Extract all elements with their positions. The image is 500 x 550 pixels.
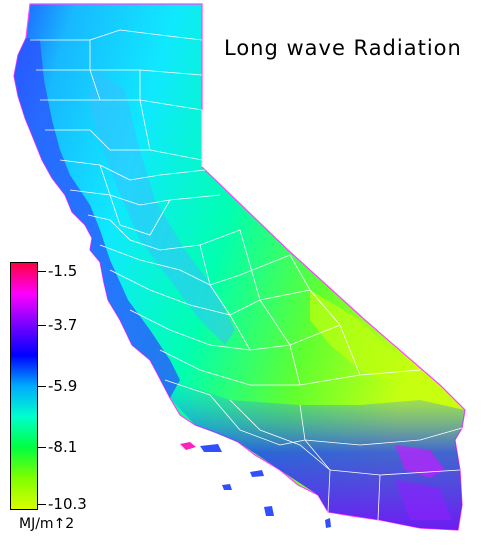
southern-region-shading: [158, 375, 465, 530]
legend-tick: [38, 271, 46, 272]
island-2: [200, 444, 222, 452]
map-title: Long wave Radiation: [224, 36, 462, 60]
island-1: [180, 442, 196, 450]
central-valley: [88, 70, 235, 345]
county-lines: [30, 29, 463, 521]
legend-tick: [38, 386, 46, 387]
legend-label: -8.1: [48, 438, 78, 456]
coastal-band: [14, 38, 180, 398]
legend-tick: [38, 447, 46, 448]
color-scale-bar: [10, 262, 38, 510]
legend-label: -5.9: [48, 377, 78, 395]
island-4: [222, 484, 232, 490]
island-5: [264, 506, 274, 516]
island-6: [325, 518, 331, 528]
legend-label: -3.7: [48, 316, 78, 334]
legend-units: MJ/m↑2: [19, 516, 75, 532]
legend-tick: [38, 325, 46, 326]
island-3: [250, 470, 264, 477]
legend-tick: [38, 504, 46, 505]
se-magenta-patch: [395, 445, 445, 478]
legend-label-min: -10.3: [48, 495, 87, 513]
sw-magenta-patch: [395, 480, 452, 520]
desert-region: [310, 290, 410, 385]
legend-label-max: -1.5: [48, 262, 78, 280]
